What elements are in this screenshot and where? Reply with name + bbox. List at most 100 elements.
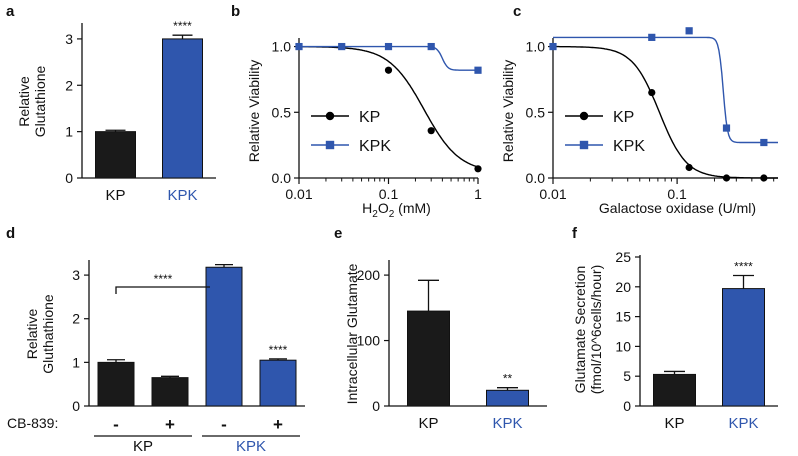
panel-a-y-tick-label: 2 [65,77,73,93]
panel-d-group-label: KP [133,438,153,455]
panel-d-y-label-line: Gluthathione [40,294,56,374]
panel-d-y-label-line: Relative [24,309,40,360]
panel-e-category-label: KP [418,415,438,432]
panel-b-x-tick-label: 0.01 [285,186,312,202]
panel-letter-d: d [6,225,15,242]
panel-f-category-label: KPK [728,415,758,432]
panel-d-bracket [115,286,210,294]
panel-b-y-tick-label: 1.0 [272,39,292,55]
panel-d-y-label: Relative Gluthathione [24,294,56,374]
panel-c-data-point-kp [760,174,768,182]
panel-d-treatment-sign: - [113,415,119,434]
panel-d-treatment-sign: + [273,415,283,434]
panel-f-y-tick-label: 15 [615,309,631,325]
panel-e-y-tick-label: 100 [357,333,381,349]
panel-c-fit-curve-kp [553,45,778,179]
panel-b-data-point-kpk [384,42,393,51]
panel-c-fit-curve-kpk [553,36,778,144]
panel-letter-f: f [572,225,578,242]
panel-c-data-point-kp [685,163,693,172]
panel-c-data-point-kpk [549,42,557,51]
panel-c-legend-marker [579,111,589,121]
panel-b-legend-label: KP [359,109,380,126]
panel-b-y-tick-label: 0.0 [272,170,292,186]
panel-d-y-tick-label: 0 [72,398,80,414]
panel-a-bar [95,131,136,179]
panel-b-y-label: Relative Viability [246,60,262,162]
panel-f-y-label-line: Glutamate Secretion [572,266,588,394]
panel-b-y-label-text: Relative Viability [246,60,262,162]
panel-c-data-point-kpk [760,138,768,147]
panel-a-bar [162,38,203,179]
panel-c-x-label: Galactose oxidase (U/ml) [599,200,756,216]
panel-e-y-label: Intracellular Glutamate [344,263,360,404]
panel-a-y-label: Relative Glutathione [16,65,48,137]
panel-d-treatment-label: CB-839: [7,415,58,431]
panel-c-data-point-kpk [648,33,656,41]
panel-e-bar [486,389,529,407]
panel-d-y-tick-label: 3 [72,267,80,283]
panel-b-legend-marker [325,111,335,121]
panel-e-significance-mark: ** [503,372,513,386]
panel-b-data-point-kp [384,66,393,74]
panel-b-data-point-kpk [474,66,482,74]
panel-c-x-tick-label: 0.01 [539,186,566,202]
panel-f-y-tick-label: 5 [623,368,631,384]
panel-c-legend-label: KP [613,109,634,126]
panel-d-bar [205,266,243,407]
panel-f-bar [653,373,696,407]
panel-e-category-label: KPK [492,415,522,432]
panel-d-bracket-label: **** [154,272,173,286]
panel-c-y-tick-label: 0.0 [526,170,546,186]
panel-b-data-point-kpk [427,42,435,51]
panel-f-y-tick-label: 20 [615,279,631,295]
panel-a-y-tick-label: 0 [65,170,73,186]
panel-c-y-label-text: Relative Viability [500,60,516,162]
panel-d-y-tick-label: 2 [72,311,80,327]
panel-e-bar [407,310,450,407]
panel-a-significance-mark: **** [173,19,192,33]
panel-b-x-tick-label: 1 [474,186,482,202]
panel-c-y-tick-label: 1.0 [526,39,546,55]
panel-e-y-label-text: Intracellular Glutamate [344,263,360,404]
panel-b-legend-marker [325,140,335,150]
panel-e-y-tick-label: 200 [357,267,381,283]
panel-letter-a: a [6,3,15,20]
panel-a-y-tick-label: 1 [65,124,73,140]
panel-f-category-label: KP [664,415,684,432]
panel-d-bar [151,377,189,407]
panel-d-bar [97,361,135,407]
panel-c-x-tick-label: 0.1 [667,186,687,202]
panel-letter-e: e [334,225,342,242]
panel-c-data-point-kpk [722,124,731,132]
panel-b-data-point-kp [427,127,435,135]
panel-letter-c: c [513,3,521,20]
panel-c-data-point-kpk [685,27,693,35]
panel-a-y-label-line: Relative [16,76,32,127]
panel-b-y-tick-label: 0.5 [272,104,292,120]
panel-b-x-label-part: 2 [389,209,395,220]
panel-b-legend-label: KPK [359,138,391,155]
panel-a-category-label: KP [105,187,125,204]
panel-d-significance-mark: **** [269,343,288,357]
panel-b-x-label-part: (mM) [394,200,431,216]
panel-d-group-label: KPK [236,438,266,455]
panel-d-treatment-sign: + [165,415,175,434]
panel-letter-b: b [231,3,240,20]
panel-d-y-tick-label: 1 [72,354,80,370]
panel-c-y-label: Relative Viability [500,60,516,162]
panel-b-x-tick-label: 0.1 [379,186,399,202]
panel-a-y-tick-label: 3 [65,31,73,47]
panel-d-treatment-sign: - [221,415,227,434]
panel-b-data-point-kpk [295,42,303,51]
panel-f-significance-mark: **** [734,259,753,273]
panel-f-y-tick-label: 25 [615,249,631,265]
panel-c-legend-label: KPK [613,138,645,155]
panel-b-data-point-kpk [338,42,346,51]
panel-a-category-label: KPK [167,187,197,204]
panel-e-y-tick-label: 0 [372,398,380,414]
panel-c-legend-marker [579,140,589,150]
panel-b-data-point-kp [474,165,482,173]
